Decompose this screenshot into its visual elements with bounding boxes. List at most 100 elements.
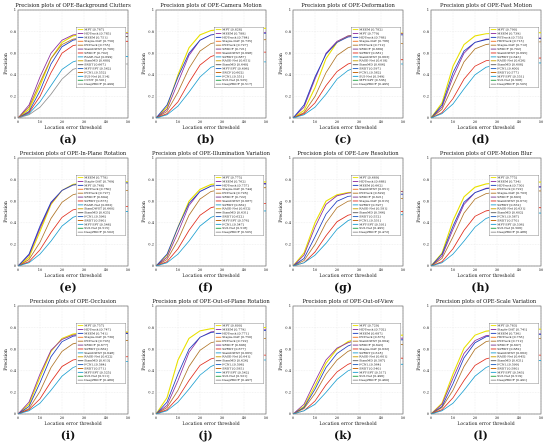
legend-entry: HDTrack [0.768] xyxy=(359,35,385,39)
legend-entry: SRDT [0.590] xyxy=(84,218,105,222)
legend-entry: SPRDT [0.673] xyxy=(84,199,107,203)
x-tick-label: 20 xyxy=(197,120,202,124)
legend-entry: SRDT [0.667] xyxy=(84,63,105,67)
x-tick-label: 40 xyxy=(104,416,109,420)
legend-entry: MFT-SPT [0.562] xyxy=(84,66,111,70)
legend-entry: SUI-Net [0.511] xyxy=(84,374,109,378)
legend-entry: MPT [0.689] xyxy=(359,175,379,179)
panel-caption: (j) xyxy=(198,429,213,442)
y-tick-label: 0.8 xyxy=(10,30,16,34)
x-tick-label: 0 xyxy=(429,268,432,272)
legend-entry: RASE-Net [0.631] xyxy=(497,207,525,211)
y-tick-label: 0.4 xyxy=(10,73,16,77)
y-tick-label: 0.6 xyxy=(148,199,154,203)
chart-title: Precision plots of OPE-Scale Variation xyxy=(435,299,536,305)
legend-entry: DeepHKCF [0.505] xyxy=(222,230,252,234)
legend-entry: SUI-Net [0.525] xyxy=(222,78,247,82)
x-tick-label: 40 xyxy=(241,120,246,124)
y-axis-label: Precision xyxy=(141,53,147,75)
legend-box xyxy=(213,27,264,88)
legend-entry: SRDT [0.552] xyxy=(359,214,380,218)
x-tick-label: 30 xyxy=(494,268,499,272)
y-tick-label: 0.8 xyxy=(148,30,154,34)
chart-svg: Precision plots of OPE-Background Clutte… xyxy=(3,3,131,131)
legend-entry: SUI-Net [0.518] xyxy=(222,226,247,230)
legend-entry: FCNL [0.551] xyxy=(222,74,244,78)
legend-entry: HDTrack [0.713] xyxy=(497,39,523,43)
legend-entry: SRDT [0.570] xyxy=(497,218,518,222)
y-tick-label: 0.2 xyxy=(148,391,154,395)
legend-entry: FCNL [0.584] xyxy=(84,362,106,366)
x-tick-label: 20 xyxy=(60,268,65,272)
legend-entry: MEEM [0.782] xyxy=(359,27,382,31)
y-axis-label: Precision xyxy=(278,201,284,223)
legend-entry: MEEM [0.734] xyxy=(497,179,520,183)
y-tick-label: 0 xyxy=(289,412,292,416)
y-axis-label: Precision xyxy=(3,53,9,75)
x-tick-label: 20 xyxy=(60,120,65,124)
legend-entry: SRDT [0.580] xyxy=(497,366,518,370)
panel-caption: (g) xyxy=(333,281,353,294)
legend-entry: SRDT [0.622] xyxy=(222,214,243,218)
legend-entry: MFT-SPT [0.517] xyxy=(359,370,386,374)
legend-entry: SiamDWST [0.651] xyxy=(359,187,389,191)
legend-entry: FCNL [0.599] xyxy=(497,362,519,366)
legend-entry: DeepHKCF [0.472] xyxy=(359,230,389,234)
panel-caption: (k) xyxy=(333,429,353,442)
legend-entry: FCNL [0.596] xyxy=(84,214,106,218)
y-axis-label: Precision xyxy=(416,349,422,371)
y-tick-label: 1 xyxy=(426,304,428,308)
legend-entry: PSTrack [0.735] xyxy=(84,43,109,47)
chart-panel: Precision plots of OPE-Fast Motion 0 10 20 3… xyxy=(413,0,549,148)
legend-entry: Staple-DAT [0.632] xyxy=(359,347,389,351)
y-tick-label: 0.6 xyxy=(285,199,291,203)
x-tick-label: 40 xyxy=(379,268,384,272)
chart-panel: Precision plots of OPE-Background Clutte… xyxy=(0,0,136,148)
chart-title: Precision plots of OPE-Background Clutte… xyxy=(15,3,131,9)
chart-panel: Precision plots of OPE-Low Resolution 0 10… xyxy=(275,148,411,296)
legend-entry: FCNL [0.598] xyxy=(222,362,244,366)
legend-entry: MFT-SPT [0.606] xyxy=(222,66,249,70)
legend-entry: RASE-Net [0.645] xyxy=(497,355,525,359)
chart-panel: Precision plots of OPE-Out-of-Plane Rota… xyxy=(138,296,274,444)
legend-entry: HDTrack [0.771] xyxy=(222,331,248,335)
panel-caption: (c) xyxy=(334,133,352,146)
chart-title: Precision plots of OPE-Out-of-View xyxy=(302,299,394,305)
legend-entry: RASE-Net [0.618] xyxy=(359,59,387,63)
x-tick-label: 10 xyxy=(38,416,43,420)
y-tick-label: 0 xyxy=(289,264,292,268)
legend-entry: HDTrack [0.760] xyxy=(84,187,110,191)
y-tick-label: 0 xyxy=(426,116,429,120)
legend-entry: FCNL [0.547] xyxy=(222,222,244,226)
legend-entry: SUI-Net [0.508] xyxy=(497,78,522,82)
legend-entry: MEEM [0.736] xyxy=(497,331,520,335)
legend-entry: FCNL [0.600] xyxy=(497,66,519,70)
legend-box xyxy=(488,27,539,88)
legend-entry: HDTrack [0.784] xyxy=(222,35,248,39)
legend-entry: MPT [0.828] xyxy=(222,27,242,31)
legend-entry: SiamMD [0.608] xyxy=(497,63,523,67)
chart-panel: Precision plots of OPE-Deformation 0 10 20 3… xyxy=(275,0,411,148)
y-tick-label: 1 xyxy=(14,8,16,12)
legend-entry: PSTrack [0.726] xyxy=(222,191,247,195)
legend-entry: PSTrack [0.722] xyxy=(497,187,522,191)
x-tick-label: 20 xyxy=(472,120,477,124)
legend-entry: HDTrack [0.785] xyxy=(84,31,110,35)
y-tick-label: 0.4 xyxy=(285,369,291,373)
y-tick-label: 0.2 xyxy=(423,391,429,395)
x-tick-label: 50 xyxy=(126,416,131,420)
legend-entry: DeepHKCF [0.505] xyxy=(497,82,527,86)
legend-entry: SiamMD [0.587] xyxy=(359,359,385,363)
legend-entry: SRDCF [0.693] xyxy=(497,195,521,199)
x-tick-label: 50 xyxy=(401,268,406,272)
legend-entry: SPRDT [0.682] xyxy=(497,347,520,351)
legend-entry: SPRDT [0.597] xyxy=(359,203,382,207)
x-tick-label: 20 xyxy=(197,416,202,420)
x-tick-label: 10 xyxy=(38,268,43,272)
legend-entry: MEEM [0.662] xyxy=(359,183,382,187)
x-axis-label: Location error threshold xyxy=(319,273,376,279)
legend-box xyxy=(213,175,264,236)
